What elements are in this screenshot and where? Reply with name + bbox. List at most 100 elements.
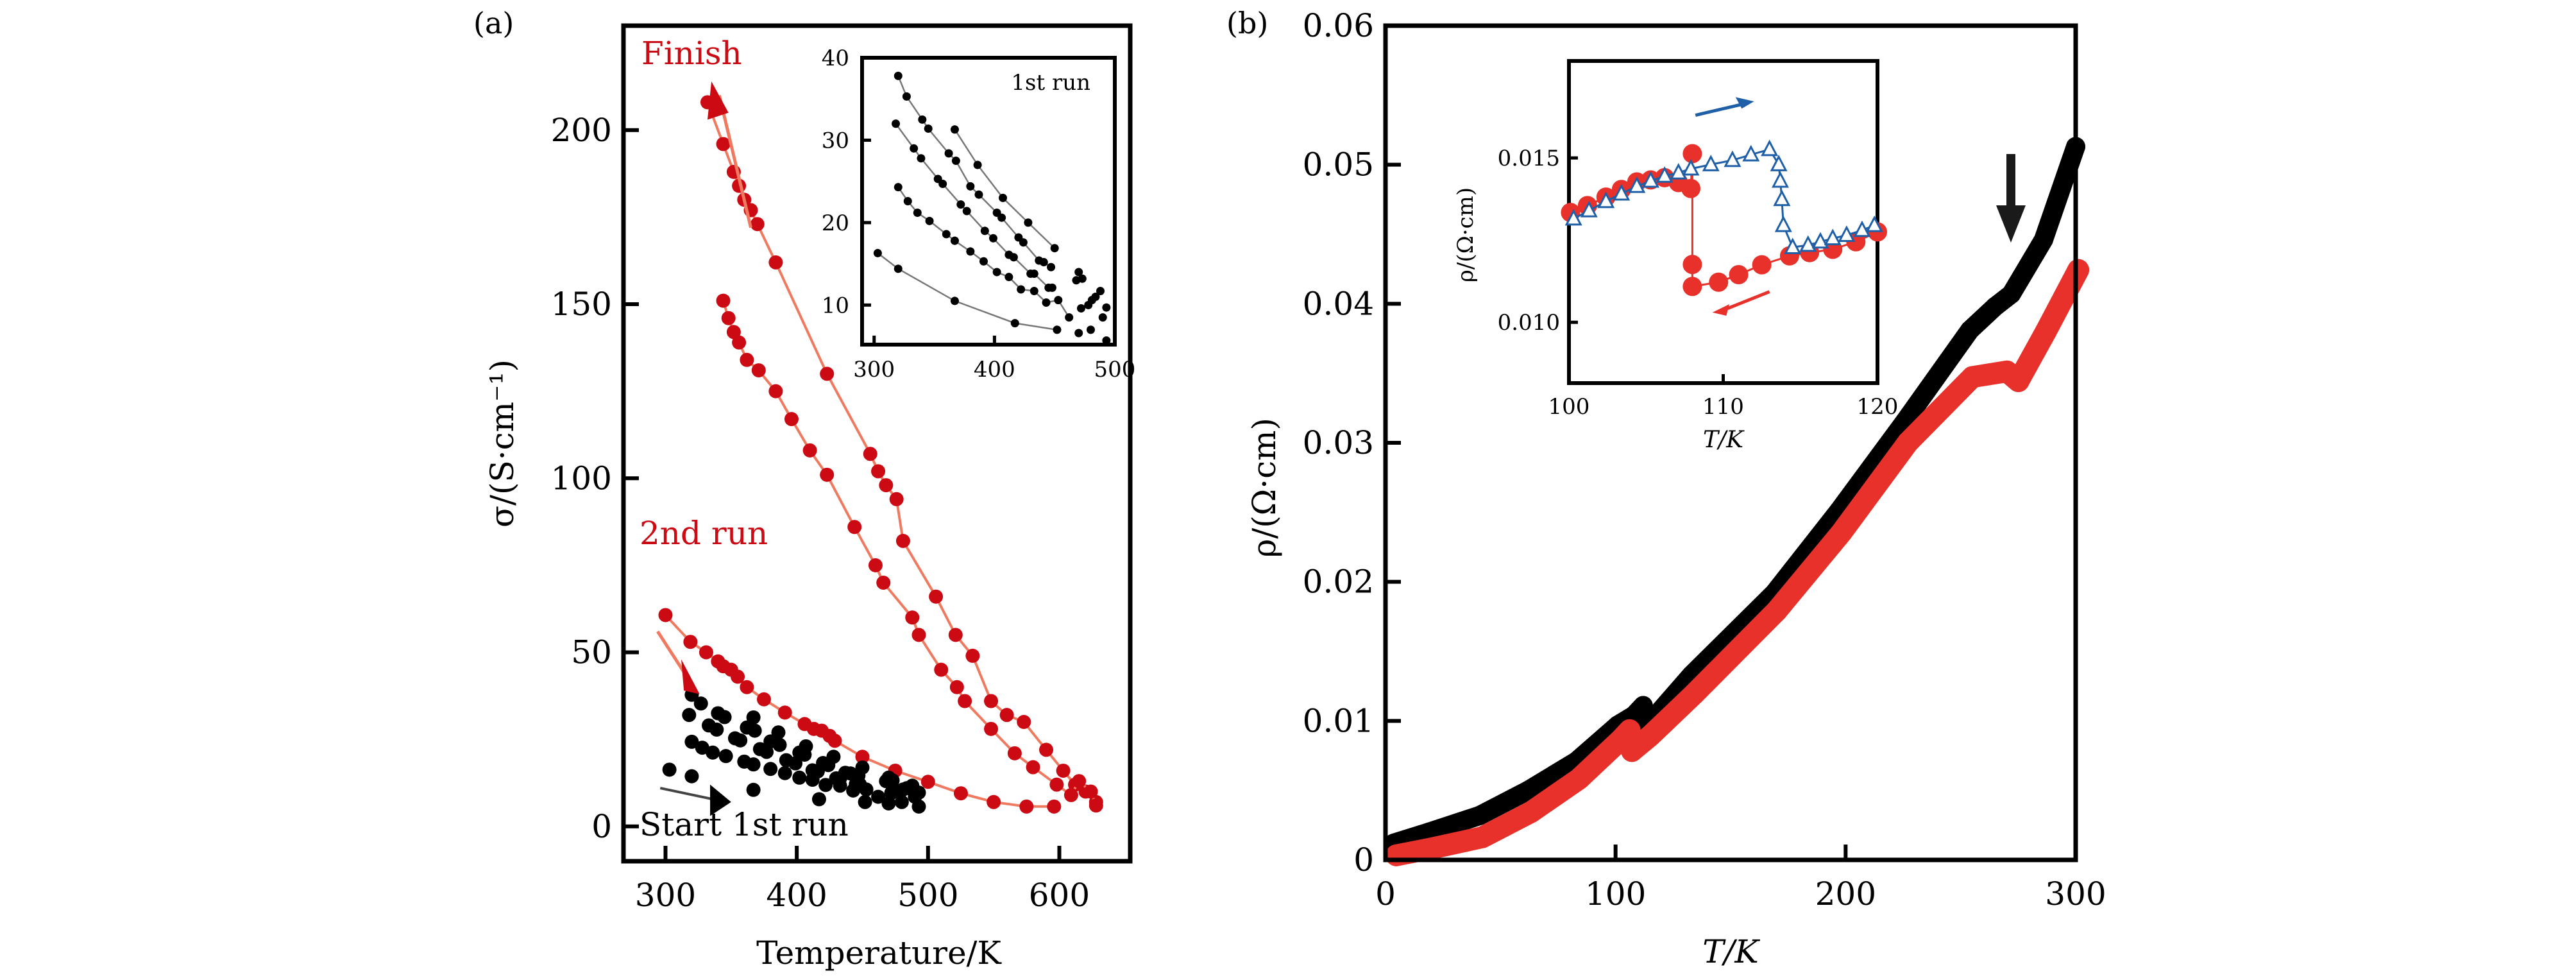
y-tick-label: 50 xyxy=(571,634,612,671)
inset-data-point xyxy=(1102,303,1111,312)
x-tick-label: 200 xyxy=(1815,875,1876,913)
rho-point xyxy=(1830,522,1852,544)
data-point xyxy=(911,628,926,642)
data-point xyxy=(684,769,699,784)
inset-data-point xyxy=(1009,253,1018,262)
inset-data-point xyxy=(1042,298,1051,307)
inset-data-point xyxy=(944,149,953,158)
inset-data-point xyxy=(1098,313,1107,322)
inset-blue-triangle-marker xyxy=(1641,171,1659,188)
data-point xyxy=(716,293,731,308)
y-tick-label: 0 xyxy=(1353,841,1374,879)
data-point xyxy=(1063,787,1078,802)
inset-blue-triangle-marker xyxy=(1580,200,1598,218)
inset-data-point xyxy=(913,208,922,217)
rho-point xyxy=(1618,719,1641,741)
annotation-2nd-run: 2nd run xyxy=(640,515,768,552)
inset-data-point xyxy=(1054,296,1063,305)
data-point xyxy=(740,352,754,367)
inset-blue-triangle-marker xyxy=(1773,189,1791,207)
data-point xyxy=(751,363,766,378)
data-point xyxy=(695,741,709,755)
inset-data-point xyxy=(951,157,960,166)
inset-blue-triangle-marker xyxy=(1613,184,1631,201)
inset-data-point xyxy=(950,236,959,245)
rho-point xyxy=(1471,826,1494,848)
data-point xyxy=(1026,760,1040,775)
inset-data-point xyxy=(894,264,902,273)
x-tick-label: 400 xyxy=(766,877,827,914)
inset-data-point xyxy=(1096,287,1105,296)
heating-arrow-shaft xyxy=(1695,102,1745,117)
rho-point xyxy=(1518,780,1538,800)
data-point xyxy=(662,762,677,777)
inset-x-tick-label: 400 xyxy=(974,357,1015,382)
data-point xyxy=(820,366,835,381)
data-point xyxy=(895,533,910,548)
data-point xyxy=(929,589,944,604)
rho-point xyxy=(1897,431,1919,454)
data-point xyxy=(847,520,862,535)
data-point xyxy=(756,692,771,707)
data-point xyxy=(732,335,747,350)
rho-point xyxy=(1421,837,1443,859)
inset-data-point xyxy=(1086,325,1095,334)
inset-data-point xyxy=(892,119,901,128)
run1-arrow-head-icon xyxy=(710,784,731,816)
inset-data-point xyxy=(1024,218,1033,227)
data-point xyxy=(826,750,841,764)
data-point xyxy=(811,792,826,807)
x-tick-label: 300 xyxy=(2045,875,2106,913)
rho-point xyxy=(2067,259,2089,281)
cooling-arrow-shaft xyxy=(1721,290,1770,313)
inset-data-point xyxy=(979,257,988,266)
inset-y-tick-label: 20 xyxy=(822,210,849,236)
inset-b-ylabel: ρ/(Ω·cm) xyxy=(1453,187,1479,282)
inset-blue-triangle-marker xyxy=(1682,159,1700,176)
data-point xyxy=(746,710,761,725)
inset-red-circle-marker xyxy=(1709,272,1729,292)
inset-data-point xyxy=(1065,313,1074,322)
inset-data-point xyxy=(925,216,934,225)
inset-blue-triangle-marker xyxy=(1597,191,1615,209)
data-point xyxy=(716,137,731,151)
rho-point xyxy=(1639,725,1661,747)
data-point xyxy=(693,696,708,711)
inset-b-y-tick-label: 0.010 xyxy=(1498,310,1560,336)
data-point xyxy=(1019,799,1034,814)
data-point xyxy=(726,325,741,339)
inset-data-point xyxy=(903,197,912,205)
data-point xyxy=(792,770,807,785)
data-point xyxy=(1089,798,1103,813)
data-point xyxy=(682,708,697,723)
data-point xyxy=(855,760,870,775)
y-tick-label: 0.02 xyxy=(1303,563,1374,601)
data-point xyxy=(740,680,754,694)
data-point xyxy=(718,749,733,764)
data-point xyxy=(1039,742,1054,757)
data-point xyxy=(948,628,963,642)
data-point xyxy=(1007,746,1022,760)
x-tick-label: 500 xyxy=(897,877,958,914)
inset-data-point xyxy=(1030,270,1038,279)
inset-data-point xyxy=(1030,287,1038,296)
annotation-finish: Finish xyxy=(641,35,742,72)
data-point xyxy=(731,669,745,684)
inset-blue-triangle-marker xyxy=(1724,150,1741,167)
y-tick-label: 150 xyxy=(551,286,612,323)
panel-a-ylabel: σ/(S·cm⁻¹) xyxy=(484,359,521,528)
data-point xyxy=(699,645,713,660)
data-point xyxy=(747,723,762,738)
panel-a-frame xyxy=(621,23,1133,864)
heating-arrow-head-icon xyxy=(1735,97,1754,109)
data-point xyxy=(911,799,926,814)
data-point xyxy=(771,725,786,740)
rho-point xyxy=(1960,320,1980,340)
inset-blue-triangle-marker xyxy=(1824,228,1842,246)
data-point xyxy=(894,794,909,809)
rho-point xyxy=(2033,230,2053,250)
inset-data-point xyxy=(1078,274,1087,283)
y-tick-label: 0.05 xyxy=(1303,146,1374,184)
inset-blue-triangle-marker xyxy=(1799,235,1817,252)
